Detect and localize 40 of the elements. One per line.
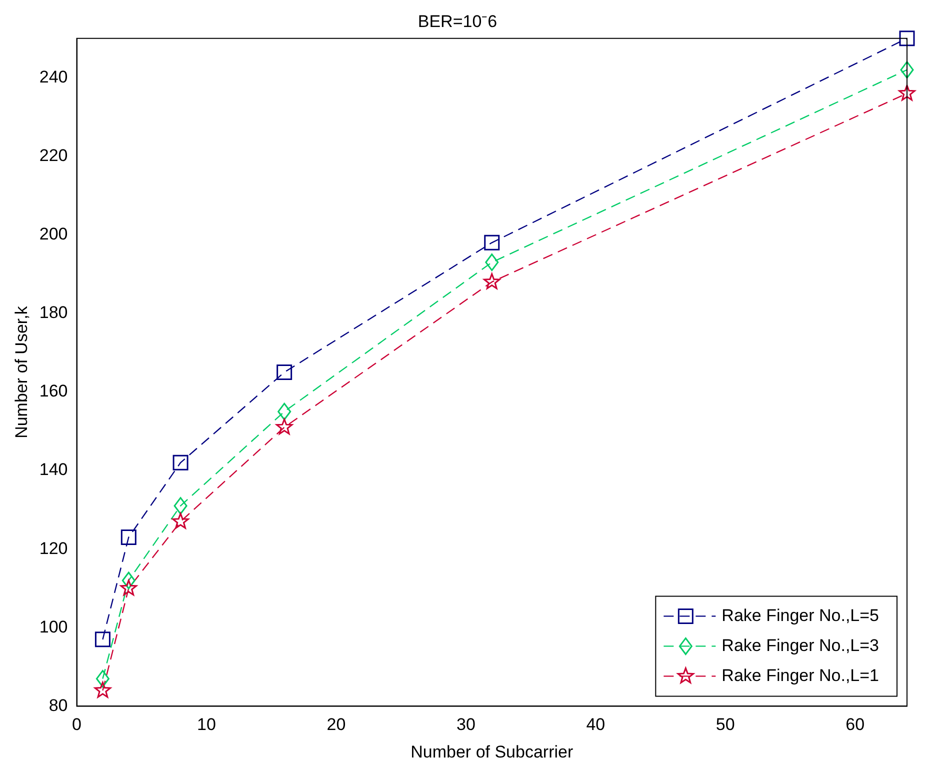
x-tick-label: 40 <box>586 715 606 734</box>
point <box>898 84 916 101</box>
x-tick-label: 20 <box>326 715 346 734</box>
legend-label: Rake Finger No.,L=1 <box>722 666 880 685</box>
point <box>96 670 110 688</box>
x-tick-label: 0 <box>72 715 82 734</box>
legend-label: Rake Finger No.,L=3 <box>722 636 880 655</box>
point <box>94 682 112 698</box>
point <box>172 454 188 470</box>
point <box>174 497 188 515</box>
y-axis-title: Number of User,k <box>12 306 31 438</box>
y-tick-label: 80 <box>48 696 68 715</box>
point <box>900 61 914 79</box>
point <box>278 402 292 420</box>
point <box>276 364 292 380</box>
point <box>485 254 499 272</box>
point <box>94 632 110 648</box>
y-tick-label: 200 <box>39 224 68 244</box>
chart-title: BER=10⁻6 <box>418 12 498 31</box>
x-tick-label: 30 <box>456 715 476 734</box>
point <box>120 530 136 546</box>
x-tick-label: 60 <box>846 715 865 734</box>
point <box>172 512 189 529</box>
point <box>122 572 136 590</box>
point <box>120 580 138 596</box>
y-tick-label: 240 <box>39 67 68 86</box>
point <box>484 234 500 250</box>
x-axis-title: Number of Subcarrier <box>410 742 574 762</box>
x-tick-label: 50 <box>716 715 735 734</box>
y-tick-label: 120 <box>39 538 68 558</box>
x-tick-label: 10 <box>197 715 216 734</box>
point <box>276 418 293 435</box>
y-tick-label: 140 <box>39 460 68 480</box>
y-tick-label: 220 <box>39 146 68 165</box>
legend-label: Rake Finger No.,L=5 <box>722 606 880 625</box>
y-tick-label: 180 <box>39 303 68 322</box>
point <box>484 273 500 290</box>
y-tick-label: 100 <box>39 617 68 636</box>
y-tick-label: 160 <box>39 382 68 401</box>
point <box>899 30 915 46</box>
